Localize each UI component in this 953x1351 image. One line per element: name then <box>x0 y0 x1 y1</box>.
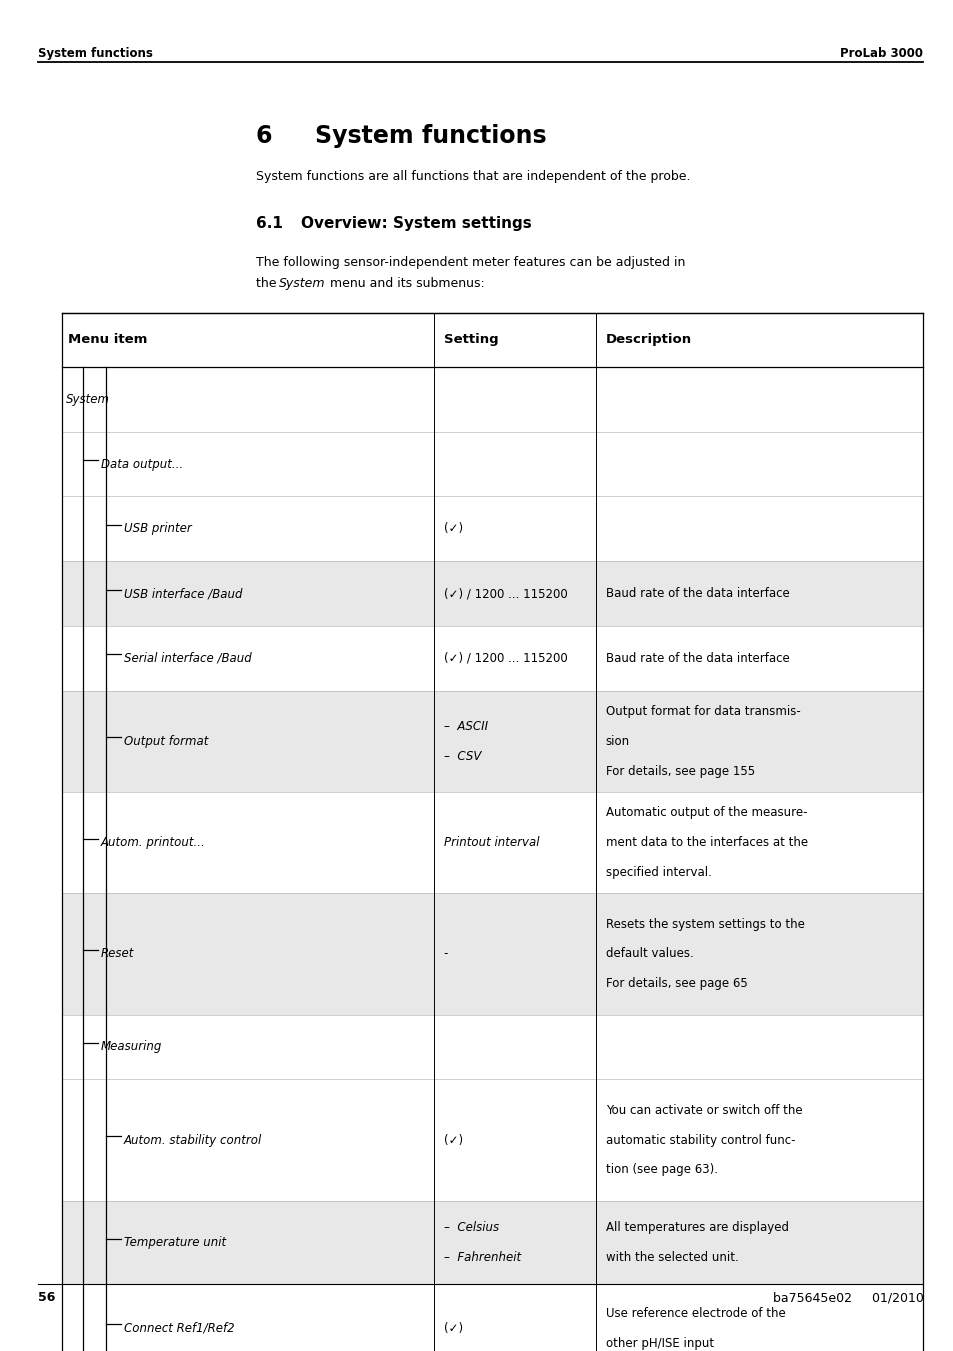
Text: Menu item: Menu item <box>68 334 147 346</box>
Text: ba75645e02     01/2010: ba75645e02 01/2010 <box>772 1292 923 1304</box>
Text: System: System <box>278 277 325 289</box>
Text: Serial interface /Baud: Serial interface /Baud <box>124 653 252 665</box>
Text: Temperature unit: Temperature unit <box>124 1236 226 1250</box>
Text: System functions: System functions <box>314 124 546 149</box>
Text: Use reference electrode of the: Use reference electrode of the <box>605 1306 784 1320</box>
Text: Connect Ref1/Ref2: Connect Ref1/Ref2 <box>124 1321 234 1335</box>
Text: Autom. stability control: Autom. stability control <box>124 1133 262 1147</box>
Text: (✓): (✓) <box>443 523 462 535</box>
Text: For details, see page 155: For details, see page 155 <box>605 765 754 778</box>
Bar <box>62 690 923 792</box>
Text: 6: 6 <box>255 124 272 149</box>
Text: default values.: default values. <box>605 947 693 961</box>
Text: Overview: System settings: Overview: System settings <box>301 216 532 231</box>
Text: –  Fahrenheit: – Fahrenheit <box>443 1251 520 1265</box>
Text: –  CSV: – CSV <box>443 750 480 763</box>
Text: other pH/ISE input: other pH/ISE input <box>605 1336 713 1350</box>
Text: For details, see page 65: For details, see page 65 <box>605 977 747 990</box>
Text: -: - <box>443 947 448 961</box>
Text: the: the <box>255 277 280 289</box>
Text: –  ASCII: – ASCII <box>443 720 487 734</box>
Text: Description: Description <box>605 334 691 346</box>
Text: ProLab 3000: ProLab 3000 <box>840 47 923 61</box>
Text: (✓) / 1200 ... 115200: (✓) / 1200 ... 115200 <box>443 588 567 600</box>
Text: (✓): (✓) <box>443 1133 462 1147</box>
Text: 56: 56 <box>38 1292 55 1304</box>
Bar <box>62 1201 923 1285</box>
Text: Automatic output of the measure-: Automatic output of the measure- <box>605 807 806 820</box>
Text: Baud rate of the data interface: Baud rate of the data interface <box>605 588 789 600</box>
Bar <box>62 893 923 1015</box>
Bar <box>62 561 923 626</box>
Text: Output format for data transmis-: Output format for data transmis- <box>605 705 800 719</box>
Text: (✓): (✓) <box>443 1321 462 1335</box>
Text: Setting: Setting <box>443 334 497 346</box>
Text: menu and its submenus:: menu and its submenus: <box>326 277 484 289</box>
Text: (✓) / 1200 ... 115200: (✓) / 1200 ... 115200 <box>443 653 567 665</box>
Text: sion: sion <box>605 735 629 748</box>
Text: specified interval.: specified interval. <box>605 866 711 878</box>
Text: System functions: System functions <box>38 47 152 61</box>
Text: Autom. printout...: Autom. printout... <box>101 836 206 848</box>
Text: ment data to the interfaces at the: ment data to the interfaces at the <box>605 836 807 848</box>
Text: USB printer: USB printer <box>124 523 192 535</box>
Text: Output format: Output format <box>124 735 208 748</box>
Text: Printout interval: Printout interval <box>443 836 538 848</box>
Text: USB interface /Baud: USB interface /Baud <box>124 588 242 600</box>
Text: All temperatures are displayed: All temperatures are displayed <box>605 1221 788 1235</box>
Text: Data output...: Data output... <box>101 458 183 470</box>
Text: System: System <box>66 393 110 405</box>
Text: Baud rate of the data interface: Baud rate of the data interface <box>605 653 789 665</box>
Text: 6.1: 6.1 <box>255 216 282 231</box>
Text: tion (see page 63).: tion (see page 63). <box>605 1163 717 1177</box>
Text: System functions are all functions that are independent of the probe.: System functions are all functions that … <box>255 170 689 182</box>
Text: Measuring: Measuring <box>101 1040 162 1054</box>
Text: with the selected unit.: with the selected unit. <box>605 1251 738 1265</box>
Text: –  Celsius: – Celsius <box>443 1221 498 1235</box>
Text: The following sensor-independent meter features can be adjusted in: The following sensor-independent meter f… <box>255 257 684 269</box>
Text: Resets the system settings to the: Resets the system settings to the <box>605 917 803 931</box>
Text: automatic stability control func-: automatic stability control func- <box>605 1133 795 1147</box>
Text: Reset: Reset <box>101 947 134 961</box>
Text: You can activate or switch off the: You can activate or switch off the <box>605 1104 801 1117</box>
